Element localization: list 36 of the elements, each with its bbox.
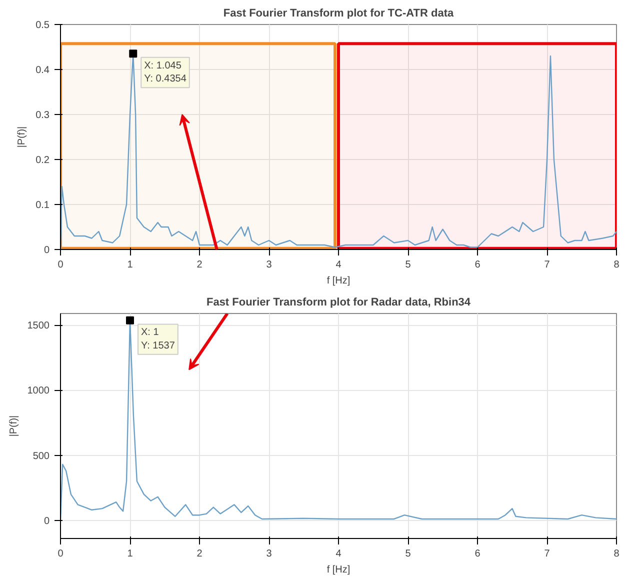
y-tick-label: 0.2 xyxy=(36,155,50,166)
y-tick-label: 1500 xyxy=(27,320,50,332)
x-tick-label: 1 xyxy=(127,548,134,560)
x-tick-label: 3 xyxy=(266,548,272,560)
x-tick-label: 7 xyxy=(544,260,550,270)
x-tick-label: 4 xyxy=(336,260,342,270)
y-axis-title: |P(f)| xyxy=(8,415,20,437)
y-tick-label: 0.1 xyxy=(36,200,50,211)
x-tick-label: 3 xyxy=(266,260,272,270)
annotation: X: 1.045 Y: 0.4354 xyxy=(144,60,187,85)
y-axis-title: |P(f)| xyxy=(16,126,28,148)
y-tick-label: 0 xyxy=(44,516,50,527)
x-tick-label: 1 xyxy=(127,260,134,270)
chart-title: Fast Fourier Transform plot for Radar data, Rbin34 xyxy=(206,296,472,308)
y-tick-label: 500 xyxy=(32,450,50,462)
y-tick-label: 0.4 xyxy=(36,65,50,76)
x-tick-label: 4 xyxy=(336,548,342,560)
x-tick-label: 5 xyxy=(405,548,412,560)
x-tick-label: 6 xyxy=(474,548,481,560)
x-axis-title: f [Hz] xyxy=(326,276,350,286)
y-tick-label: 0 xyxy=(44,245,50,256)
x-tick-label: 8 xyxy=(614,260,620,270)
y-tick-label: 0.5 xyxy=(36,20,50,31)
x-tick-label: 0 xyxy=(58,548,64,560)
x-axis-title: f [Hz] xyxy=(326,564,350,576)
y-tick-label: 1000 xyxy=(27,386,50,397)
x-tick-label: 5 xyxy=(405,260,412,270)
chart-title: Fast Fourier Transform plot for TC-ATR data xyxy=(223,8,454,20)
x-tick-label: 0 xyxy=(58,260,64,270)
x-tick-label: 2 xyxy=(196,548,203,560)
x-tick-label: 8 xyxy=(614,548,620,560)
x-tick-label: 2 xyxy=(196,260,203,270)
annotation: X: 1 Y: 1537 xyxy=(141,327,176,352)
y-tick-label: 0.3 xyxy=(36,110,50,121)
x-tick-label: 6 xyxy=(474,260,481,270)
x-tick-label: 7 xyxy=(544,548,550,560)
